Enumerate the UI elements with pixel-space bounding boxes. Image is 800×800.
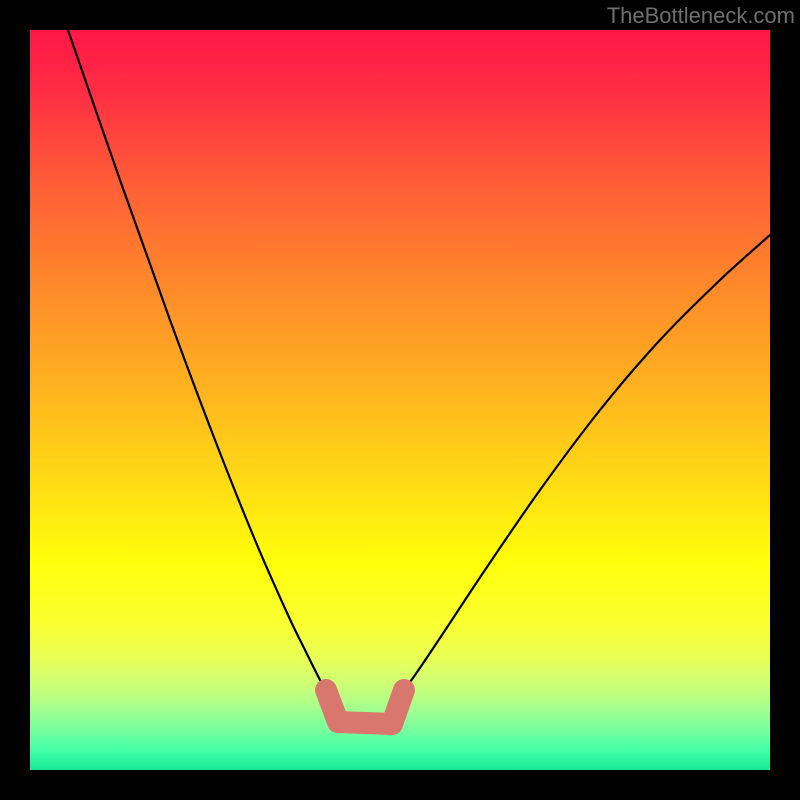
gradient-background xyxy=(30,30,770,770)
border-right xyxy=(770,0,800,800)
border-bottom xyxy=(0,770,800,800)
attribution-text: TheBottleneck.com xyxy=(607,3,795,29)
border-left xyxy=(0,0,30,800)
curve-layer xyxy=(0,0,800,800)
chart-frame: TheBottleneck.com xyxy=(0,0,800,800)
